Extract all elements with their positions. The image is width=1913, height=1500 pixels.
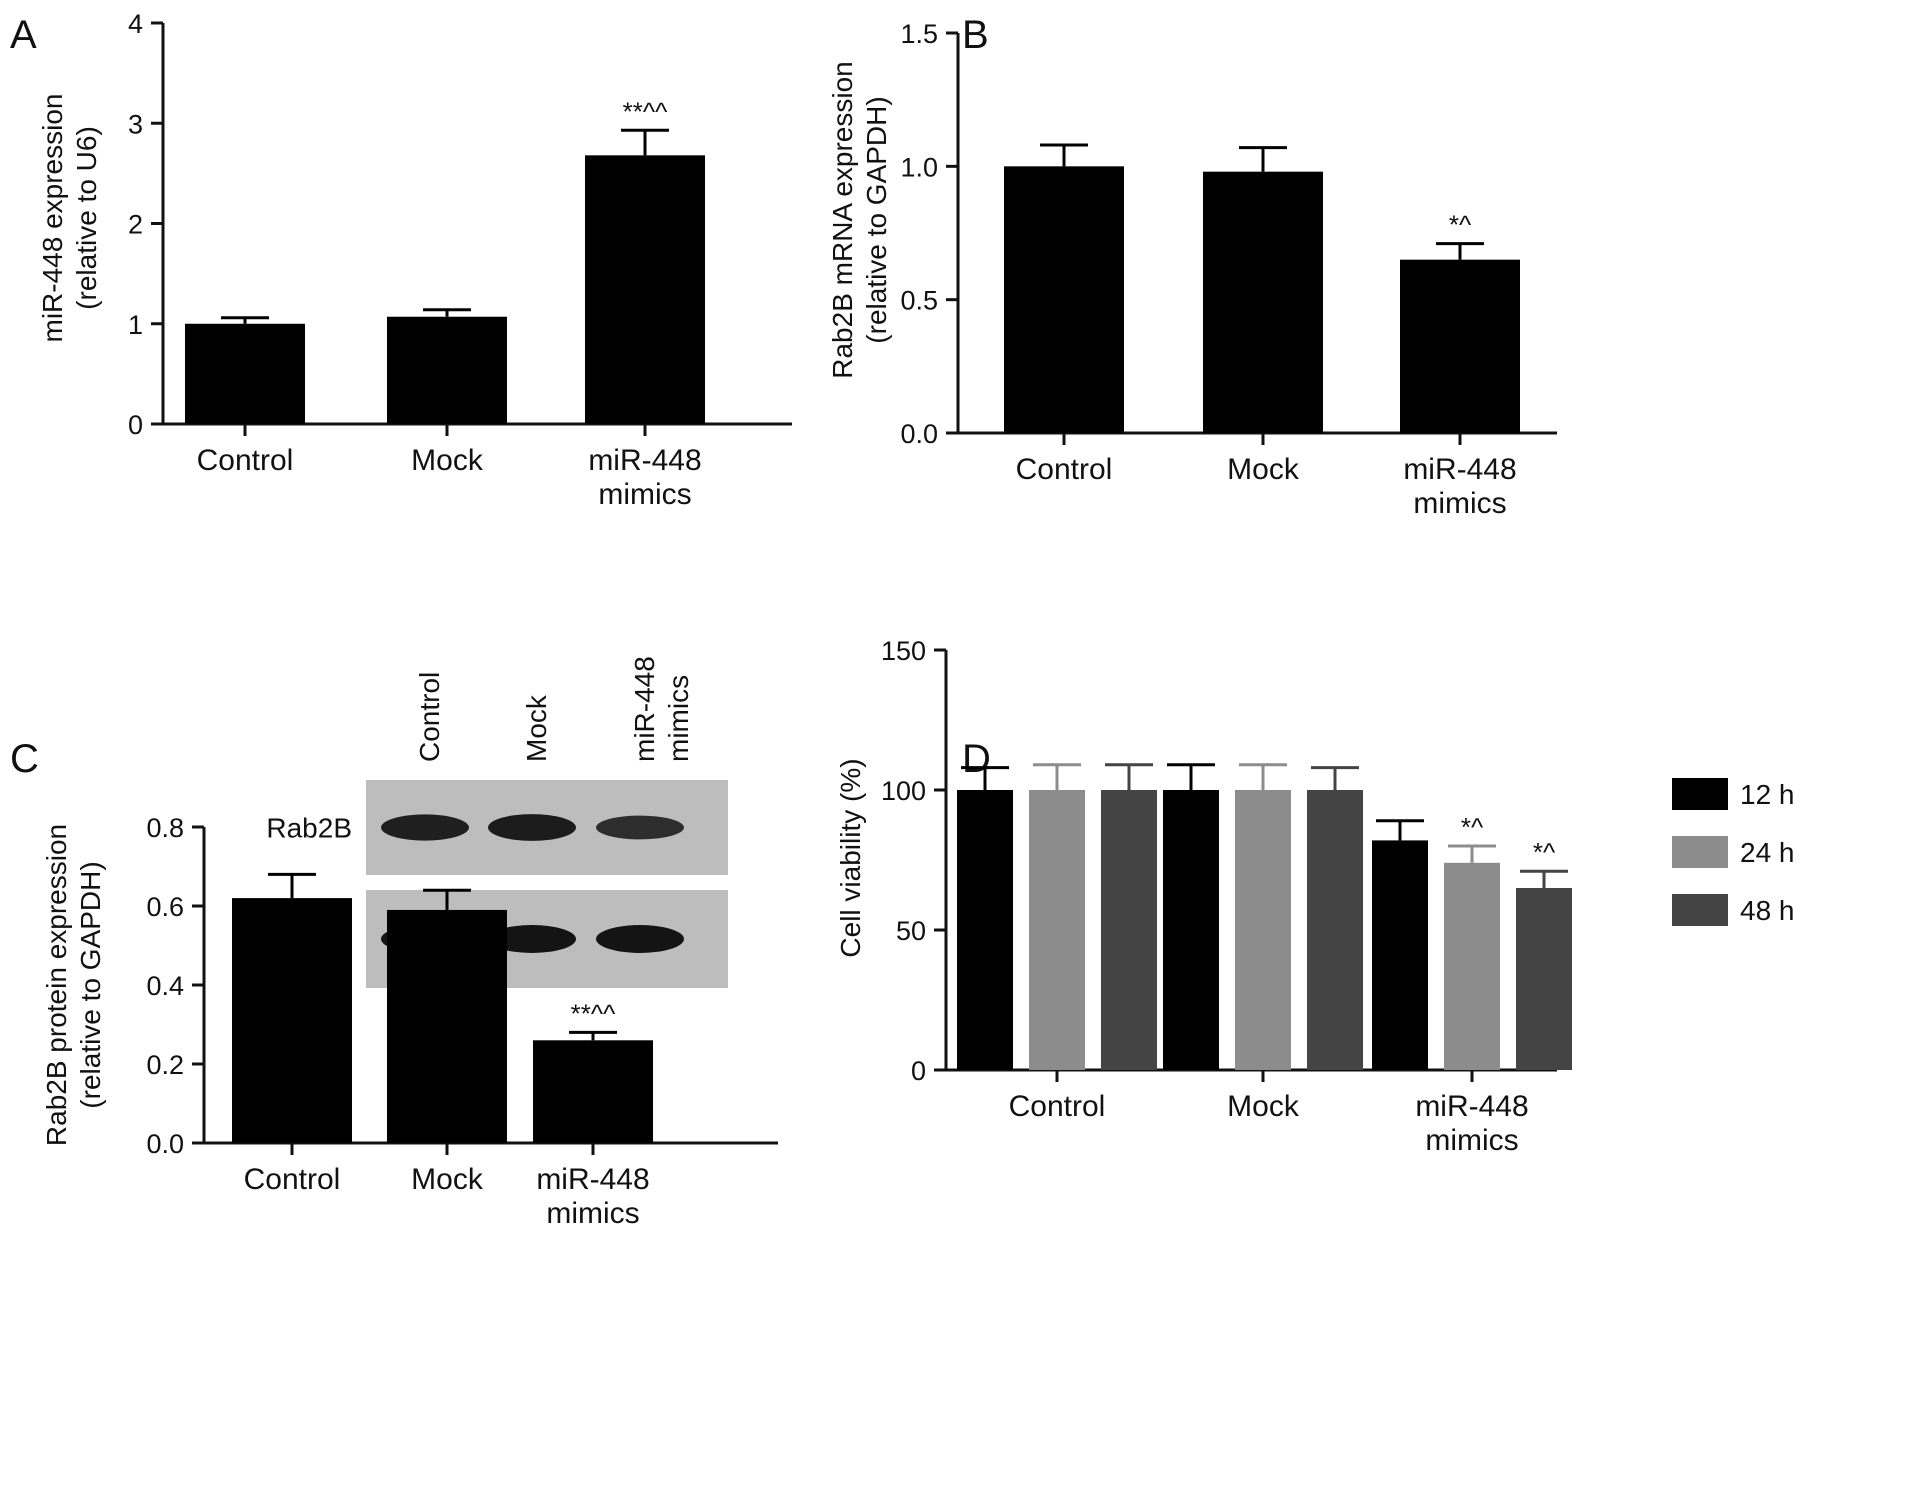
blot-row-label: Rab2B [266, 813, 352, 844]
legend-swatch [1672, 778, 1728, 810]
y-tick-label: 1.0 [900, 152, 938, 182]
blot-band [596, 925, 684, 953]
x-tick-label: Control [1016, 453, 1113, 486]
bar [387, 909, 507, 1143]
y-tick-label: 0.4 [146, 971, 184, 1001]
y-axis-label: Cell viability (%) [835, 758, 866, 957]
y-tick-label: 0.6 [146, 892, 184, 922]
bar [1444, 862, 1500, 1070]
bar [957, 790, 1013, 1070]
x-tick-label: Control [1009, 1090, 1106, 1123]
bar [585, 155, 705, 424]
legend-swatch [1672, 836, 1728, 868]
y-tick-label: 1.5 [900, 19, 938, 49]
y-tick-label: 4 [128, 9, 143, 39]
y-tick-label: 0.8 [146, 813, 184, 843]
blot-lane-label: Control [414, 672, 445, 762]
panel-letter-c: C [10, 737, 39, 781]
x-tick-label: miR-448 mimics [588, 444, 701, 511]
y-tick-label: 50 [896, 916, 926, 946]
significance-label: **^^ [571, 998, 616, 1028]
y-tick-label: 3 [128, 109, 143, 139]
blot-band [596, 815, 684, 840]
x-tick-label: miR-448 mimics [536, 1163, 649, 1230]
x-tick-label: Mock [411, 1163, 484, 1196]
bar [387, 316, 507, 424]
significance-label: *^ [1533, 837, 1556, 867]
x-tick-label: miR-448 mimics [1415, 1090, 1528, 1157]
x-tick-label: Control [244, 1163, 341, 1196]
significance-label: **^^ [623, 96, 668, 126]
x-tick-label: miR-448 mimics [1403, 453, 1516, 520]
panel-letter-a: A [10, 13, 37, 57]
bar [1372, 840, 1428, 1070]
legend-label: 12 h [1740, 779, 1795, 810]
bar [1307, 790, 1363, 1070]
y-tick-label: 2 [128, 210, 143, 240]
legend-swatch [1672, 894, 1728, 926]
blot-band [488, 814, 576, 841]
y-tick-label: 0.0 [900, 419, 938, 449]
bar [232, 898, 352, 1143]
x-tick-label: Mock [411, 444, 484, 477]
panel-a: A 0 1 2 3 4 miR-448 expression (relative to U6… [10, 9, 792, 511]
blot-band [381, 814, 469, 841]
x-tick-label: Control [197, 444, 294, 477]
bar [1400, 259, 1520, 433]
legend-label: 48 h [1740, 895, 1795, 926]
y-tick-label: 0.0 [146, 1129, 184, 1159]
y-tick-label: 0 [911, 1056, 926, 1086]
bar [1203, 171, 1323, 433]
bar [1101, 790, 1157, 1070]
bar [1163, 790, 1219, 1070]
y-tick-label: 0.2 [146, 1050, 184, 1080]
y-tick-label: 100 [881, 776, 926, 806]
blot-lane-label: miR-448 mimics [629, 656, 694, 762]
significance-label: *^ [1449, 210, 1472, 240]
bar [1235, 790, 1291, 1070]
y-axis-label: miR-448 expression (relative to U6) [37, 94, 102, 343]
panel-b: B 0.0 0.5 1.0 1.5 Rab2B mRNA expression (rela… [827, 13, 1557, 520]
bar [1029, 790, 1085, 1070]
bar [1516, 888, 1572, 1070]
y-axis-label: Rab2B mRNA expression (relative to GAPDH) [827, 61, 892, 378]
bar [533, 1040, 653, 1143]
y-tick-label: 150 [881, 636, 926, 666]
x-tick-label: Mock [1227, 453, 1300, 486]
y-axis-label: Rab2B protein expression (relative to GAP… [41, 824, 106, 1146]
panel-letter-d: D [962, 737, 991, 781]
x-tick-label: Mock [1227, 1090, 1300, 1123]
y-tick-label: 1 [128, 310, 143, 340]
y-tick-label: 0 [128, 410, 143, 440]
y-tick-label: 0.5 [900, 286, 938, 316]
blot-band [488, 925, 576, 953]
panel-d: D 0 50 100 150 Cell viability (%) Control Mock… [835, 636, 1795, 1157]
bar [185, 323, 305, 424]
bar [1004, 166, 1124, 434]
significance-label: *^ [1461, 812, 1484, 842]
panel-letter-b: B [962, 13, 989, 57]
legend-label: 24 h [1740, 837, 1795, 868]
blot-lane-label: Mock [521, 694, 552, 762]
